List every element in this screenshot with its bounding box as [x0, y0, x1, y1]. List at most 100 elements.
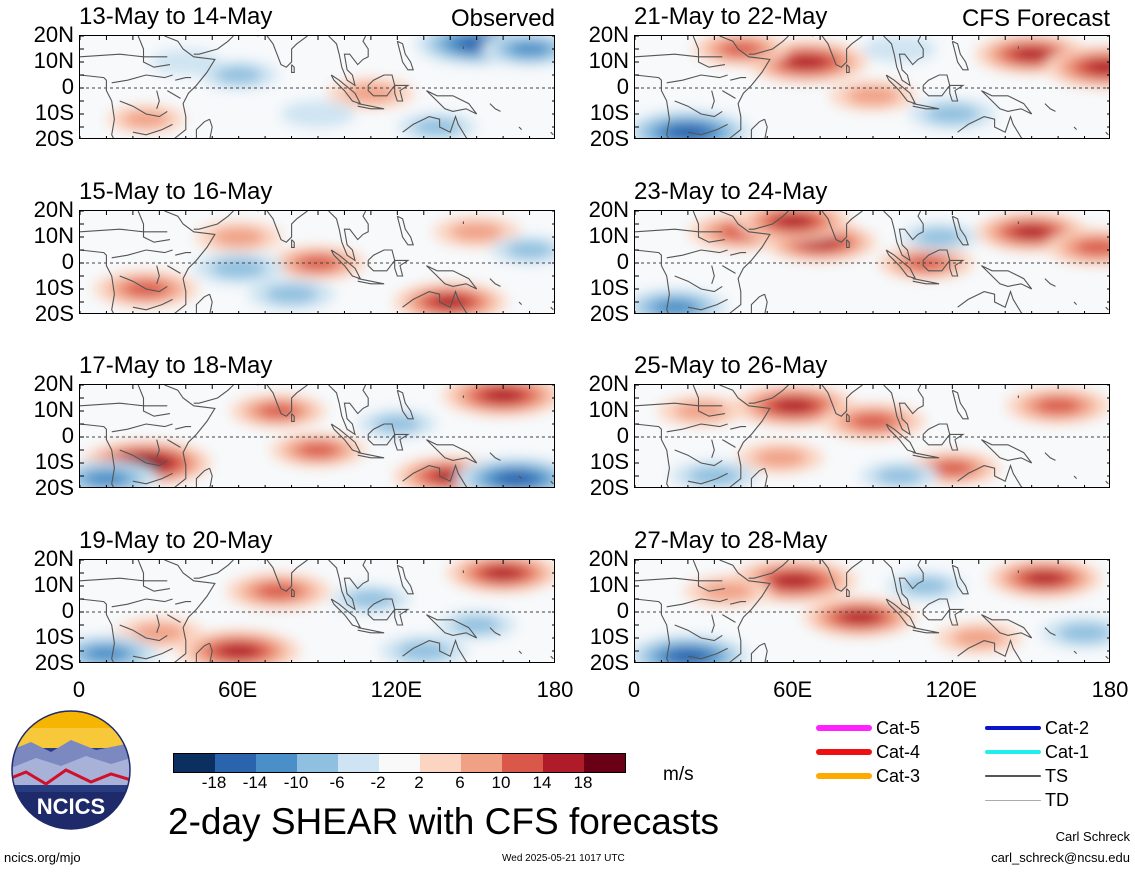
legend-line-swatch — [985, 775, 1041, 777]
coastline — [330, 249, 362, 280]
coastline — [193, 211, 234, 230]
lat-tick-label: 20S — [589, 126, 629, 151]
lat-tick-label: 20S — [589, 475, 629, 500]
shear-blob — [482, 388, 524, 403]
colorbar-swatch — [215, 754, 256, 772]
legend-label: Cat-1 — [1045, 741, 1090, 762]
lat-tick-label: 10S — [589, 275, 629, 300]
coastline — [518, 126, 522, 130]
lat-tick-label: 10S — [589, 624, 629, 649]
lat-tick-label: 0 — [61, 74, 74, 99]
coastline — [357, 627, 385, 634]
coastline — [750, 467, 768, 487]
lat-tick-label: 20N — [33, 22, 74, 47]
coastline — [357, 278, 385, 285]
coastline — [722, 614, 736, 623]
lon-tick-label: 0 — [72, 677, 86, 702]
coastline — [951, 564, 969, 595]
coastline — [1044, 452, 1056, 461]
lat-tick-label: 0 — [616, 249, 629, 274]
coastline — [257, 36, 308, 68]
shear-blob — [786, 54, 828, 70]
shear-blob — [495, 471, 537, 486]
coastline — [951, 40, 969, 71]
coastline — [328, 385, 369, 436]
coastline — [730, 601, 747, 605]
coastline — [80, 423, 115, 487]
coastline — [137, 211, 170, 243]
shear-blob — [840, 610, 879, 624]
coastline — [167, 439, 181, 448]
coastline — [635, 249, 670, 313]
shear-blob — [347, 590, 395, 608]
shear-blob — [212, 227, 265, 247]
coastline — [748, 385, 789, 404]
lat-tick-label: 20S — [589, 650, 629, 675]
shear-blob — [1035, 397, 1081, 414]
lon-tick-label: 60E — [218, 677, 258, 702]
shear-blob — [397, 641, 450, 661]
lon-tick-label: 180 — [536, 677, 574, 702]
coastline — [981, 614, 1033, 639]
coastline — [957, 638, 1023, 662]
coastline — [885, 598, 917, 629]
coastline — [883, 385, 924, 436]
logo-text: NCICS — [37, 794, 105, 819]
shear-blob — [122, 110, 170, 128]
legend-item: Cat-3 — [816, 766, 920, 786]
coastline — [330, 598, 362, 629]
coastline — [711, 90, 715, 109]
shear-blob — [926, 104, 979, 124]
lat-tick-label: 20N — [588, 546, 629, 571]
coastline — [1044, 103, 1056, 112]
coastline — [257, 385, 308, 417]
lat-tick-label: 20S — [589, 301, 629, 326]
coastline — [396, 389, 414, 420]
coastline — [291, 588, 295, 597]
shear-blob — [373, 415, 421, 433]
coastline — [846, 64, 850, 73]
coastline — [1073, 301, 1077, 305]
colorbar-swatch — [174, 754, 215, 772]
coastline — [635, 228, 723, 233]
coastline — [167, 614, 181, 623]
shear-map-panel — [634, 210, 1110, 314]
lat-tick-label: 10N — [588, 572, 629, 597]
shear-blob — [484, 566, 523, 580]
coastline — [426, 90, 478, 115]
shear-blob — [150, 49, 221, 75]
colorbar-tick-label: -6 — [329, 773, 345, 792]
lon-tick-label: 120E — [370, 677, 423, 702]
colorbar-units: m/s — [663, 764, 694, 785]
coastline — [1073, 475, 1077, 479]
coastline — [692, 560, 725, 592]
colorbar-swatch — [420, 754, 461, 772]
shear-blob — [431, 295, 470, 309]
coastline — [193, 36, 234, 55]
coastline — [80, 228, 168, 233]
legend-label: TD — [1045, 789, 1069, 810]
shear-blob — [754, 448, 807, 468]
shear-blob — [772, 573, 815, 589]
coastline — [812, 36, 863, 68]
coastline — [80, 402, 168, 407]
coastline — [80, 53, 168, 58]
coastline — [137, 560, 170, 592]
lon-tick-label: 0 — [627, 677, 641, 702]
shear-blob — [846, 86, 900, 106]
lat-tick-label: 10N — [588, 397, 629, 422]
colorbar-tick-label: -18 — [201, 773, 227, 792]
coastline — [291, 239, 295, 248]
panel-title: 21-May to 22-May — [634, 3, 828, 30]
main-title: 2-day SHEAR with CFS forecasts — [168, 801, 720, 842]
shear-blob — [83, 470, 129, 487]
colorbar-tick-label: 10 — [491, 773, 511, 792]
coastline — [195, 118, 213, 138]
lat-tick-label: 10N — [33, 572, 74, 597]
legend-item: TS — [985, 766, 1068, 786]
panel-title: 27-May to 28-May — [634, 527, 828, 554]
lat-tick-label: 10S — [34, 100, 74, 125]
coastline — [949, 608, 965, 626]
lat-tick-label: 10S — [589, 449, 629, 474]
coastline — [635, 74, 670, 138]
